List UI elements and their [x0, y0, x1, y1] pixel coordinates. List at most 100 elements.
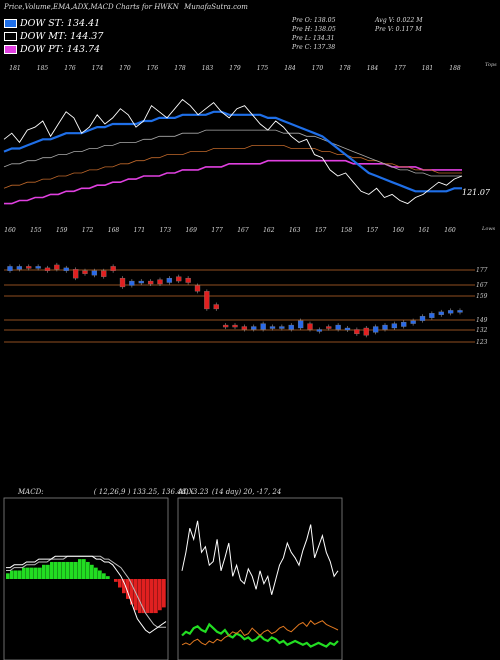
adx-title: ADX (14 day) 20, -17, 24 [178, 488, 282, 496]
top-tick-label: 183 [202, 65, 214, 72]
macd-histogram-bar [10, 570, 14, 579]
candle [157, 279, 163, 285]
macd-histogram-bar [14, 570, 18, 579]
macd-histogram-bar [22, 567, 26, 579]
candle [260, 323, 266, 330]
candle [129, 280, 135, 286]
candle [251, 326, 257, 330]
stat-prev-volume: Pre V: 0.117 M [375, 26, 422, 33]
candle [194, 285, 201, 292]
legend-dow-st: DOW ST: 134.41 [4, 18, 100, 29]
macd-histogram-bar [74, 561, 78, 579]
candle [232, 324, 238, 328]
bottom-tick-label: 160 [4, 227, 16, 234]
bottom-tick-label: 173 [160, 227, 172, 234]
macd-histogram-bar [54, 561, 58, 579]
macd-histogram-bar [146, 579, 150, 614]
candle [204, 291, 210, 310]
series-price [3, 98, 463, 205]
stat-close: Pre C: 137.38 [292, 44, 336, 51]
macd-histogram-bar [126, 579, 130, 599]
candle [429, 313, 435, 318]
adx-dx [181, 520, 339, 595]
candle [147, 280, 154, 285]
macd-histogram-bar [114, 579, 118, 582]
chart-title: Price,Volume,EMA,ADX,MACD Charts for HWK… [4, 3, 179, 11]
bottom-tick-label: 167 [237, 227, 249, 234]
top-tick-label: 185 [37, 65, 49, 72]
candle [110, 266, 116, 271]
macd-histogram-bar [118, 579, 122, 588]
lows-label: Lows [481, 226, 496, 232]
macd-histogram-bar [70, 561, 74, 579]
top-tick-label: 170 [119, 65, 131, 72]
macd-histogram-bar [134, 579, 138, 611]
candle [401, 321, 407, 327]
macd-histogram-bar [58, 561, 62, 579]
bottom-tick-label: 168 [108, 227, 120, 234]
top-tick-label: 184 [284, 65, 296, 72]
candle [16, 266, 23, 270]
bottom-tick-label: 177 [211, 227, 223, 234]
legend-dow-pt: DOW PT: 143.74 [4, 44, 100, 55]
top-tick-label: 184 [367, 65, 379, 72]
top-tick-label: 181 [422, 65, 433, 72]
candle [344, 327, 351, 331]
bottom-tick-label: 160 [393, 227, 405, 234]
level-label: 123 [476, 339, 488, 346]
top-tick-label: 178 [339, 65, 351, 72]
candle [101, 270, 107, 277]
level-label: 149 [476, 317, 488, 324]
bottom-tick-label: 163 [289, 227, 301, 234]
candle [326, 326, 332, 329]
site-name: MunafaSutra.com [184, 3, 248, 11]
macd-histogram-bar [102, 573, 106, 579]
candle [363, 327, 369, 336]
stat-avg-volume: Avg V: 0.022 M [375, 17, 423, 24]
macd-histogram-bar [90, 564, 94, 579]
macd-histogram-bar [46, 564, 50, 579]
top-tick-label: 177 [394, 65, 406, 72]
bottom-tick-label: 157 [367, 227, 379, 234]
candle [213, 304, 219, 310]
candle [316, 329, 323, 332]
adx-minus-di [181, 619, 339, 646]
macd-params: ( 12,26,9 ) 133.25, 136.48, -3.23 [93, 488, 209, 496]
bottom-tick-label: 155 [30, 227, 42, 234]
candle [419, 316, 426, 321]
bottom-tick-label: 171 [134, 227, 145, 234]
legend-swatch-blue [4, 19, 17, 28]
series-ema-3 [3, 144, 462, 189]
candle [410, 320, 416, 324]
candle [382, 324, 388, 330]
adx-params: (14 day) 20, -17, 24 [211, 488, 282, 496]
bottom-tick-label: 160 [444, 227, 456, 234]
candle [35, 266, 41, 269]
candle [222, 324, 229, 328]
candle [297, 320, 304, 329]
candle [241, 326, 248, 330]
top-tick-label: 188 [449, 65, 461, 72]
candle [54, 264, 60, 270]
candle [44, 267, 51, 271]
candle [372, 326, 379, 333]
bottom-tick-label: 162 [263, 227, 275, 234]
macd-histogram-bar [26, 567, 30, 579]
macd-histogram-bar [162, 579, 166, 608]
legend-swatch-magenta [4, 45, 17, 54]
level-label: 159 [476, 293, 488, 300]
top-tick-label: 175 [257, 65, 269, 72]
macd-histogram-bar [122, 579, 126, 594]
stat-high: Pre H: 138.05 [292, 26, 336, 33]
top-tick-label: 181 [9, 65, 20, 72]
macd-histogram-bar [38, 567, 42, 579]
top-tick-label: 178 [174, 65, 186, 72]
macd-histogram-bar [34, 567, 38, 579]
top-tick-label: 174 [92, 65, 104, 72]
top-tick-label: 179 [229, 65, 241, 72]
bottom-tick-label: 161 [418, 227, 429, 234]
series-blue-ema [3, 110, 462, 193]
macd-histogram-bar [106, 576, 110, 579]
candle [119, 277, 126, 288]
